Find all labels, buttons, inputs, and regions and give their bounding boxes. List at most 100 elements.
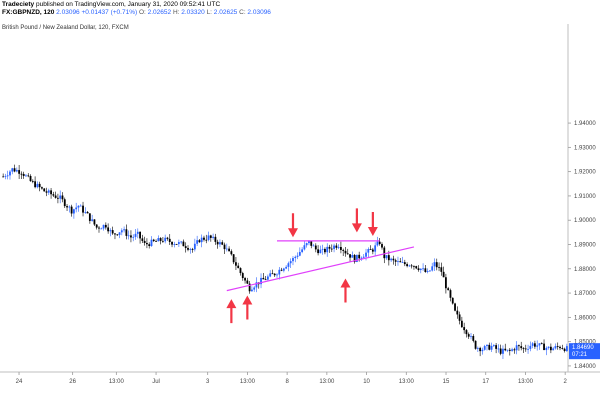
y-tick-label: 1.94000 [574,121,596,127]
candle-body [84,211,87,213]
candle-body [193,243,196,250]
y-tick-label: 1.84000 [574,364,596,370]
candle-body [246,280,249,284]
candle-body [164,237,167,242]
candle-body [481,349,484,352]
candle-body [387,255,390,261]
candle-body [72,209,75,214]
candle-body [296,255,299,257]
candle-body [241,273,244,279]
candle-body [383,247,386,259]
candle-body [63,199,66,207]
candle-body [79,205,82,207]
candle-body [435,262,438,268]
candle-body [159,238,162,241]
candle-body [529,345,532,349]
candle-body [9,171,11,176]
candle-body [472,335,475,341]
candle-body [324,248,326,253]
candle-body [177,242,180,245]
candle-body [470,335,472,337]
candle-body [337,246,340,248]
signal-arrow-up [242,295,253,320]
candle-body [102,224,105,229]
candle-body [237,265,240,269]
candle-body [134,233,137,237]
candle-body [565,346,568,351]
candle-body [59,195,62,199]
candle-body [344,250,347,254]
candle-body [458,314,461,321]
candle-body [27,175,30,177]
quote-part: 2.03096 [245,9,271,16]
candle-body [378,241,381,245]
candle-body [506,349,509,351]
candle-body [476,347,479,349]
candle-body [132,236,135,238]
candle-body [68,206,71,208]
candle-body [371,249,374,252]
x-tick-label: 2 [563,379,567,385]
candle-body [349,254,351,258]
candle-body [77,205,80,208]
candle-body [22,173,25,176]
x-tick-label: 15 [443,379,450,385]
candle-body [543,343,545,351]
candle-body [273,273,276,276]
candle-body [248,283,251,292]
candle-body [15,170,18,172]
quote-line: FX:GBPNZD, 120 2.03096 +0.01437 (+0.71%)… [2,9,271,17]
candle-body [205,239,208,241]
candle-body [294,256,297,259]
candle-body [289,261,292,264]
candle-body [255,282,258,288]
y-tick-label: 1.91000 [574,194,596,200]
candle-body [351,255,354,258]
candle-body [463,327,466,331]
candle-body [547,346,550,348]
candle-body [301,249,304,253]
candle-body [143,240,146,243]
candle-body [520,346,523,349]
candle-body [52,194,55,196]
candle-body [442,271,445,278]
candle-body [508,349,511,351]
candle-body [11,168,14,172]
candle-body [239,268,242,274]
candle-body [513,349,516,351]
candle-body [130,235,132,238]
signal-arrow-down [351,208,362,233]
published-text: published on TradingView.com, January 31… [35,1,221,8]
candle-body [385,255,388,259]
candle-body [495,345,498,349]
candle-body [312,245,315,247]
quote-part: 2.03096 [54,9,80,16]
candle-body [467,334,470,337]
x-tick-label: 8 [285,379,289,385]
candle-body [2,176,5,178]
candle-body [321,248,324,250]
candle-body [303,245,306,250]
candle-body [200,237,203,243]
candle-body [292,258,294,262]
candle-body [328,246,331,249]
candle-body [561,348,564,349]
candle-body [139,231,141,239]
candle-body [447,288,450,291]
candle-body [451,297,454,304]
candle-body [214,236,217,242]
candle-body [545,347,548,351]
candle-body [166,237,169,239]
candle-body [431,266,434,271]
y-tick-label: 1.89000 [574,243,596,249]
signal-arrow-down [287,213,298,238]
x-tick-label: 13:00 [109,379,125,385]
candle-body [515,345,518,351]
candle-body [417,268,420,271]
candle-body [107,227,110,232]
candle-body [365,252,367,257]
candle-body [538,343,541,346]
candle-body [61,195,64,200]
signal-arrow-up [340,278,351,303]
candle-body [38,183,41,188]
